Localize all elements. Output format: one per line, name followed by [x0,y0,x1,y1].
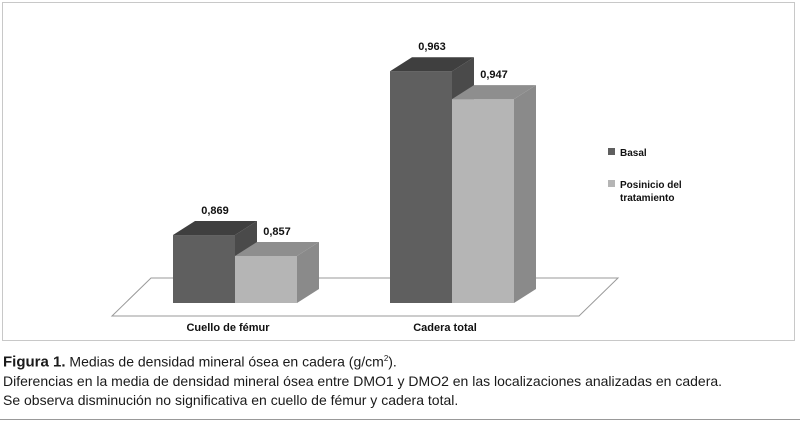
bar-top-basal-0 [173,221,257,236]
legend-label-posinicio-line1: Posinicio del [620,180,682,191]
caption-title-line: Figura 1. Medias de densidad mineral óse… [3,349,798,372]
caption-title-superscript: 2 [383,354,389,363]
category-label-0: Cuello de fémur [186,322,270,334]
data-label-posinicio-0: 0,857 [263,226,291,238]
bar-top-posinicio-0 [235,241,319,256]
category-labels: Cuello de fémur Cadera total [186,322,476,334]
bar-side-posinicio-0 [297,241,319,303]
data-labels: 0,869 0,857 0,963 0,947 [201,41,508,238]
bar-side-posinicio-1 [514,85,536,303]
data-label-basal-1: 0,963 [418,41,446,53]
bar-top-basal-1 [390,57,474,72]
bar-basal-1 [390,71,452,303]
chart: 0,869 0,857 0,963 0,947 Cuello de fémur Cade… [110,41,682,334]
data-label-posinicio-1: 0,947 [480,69,508,81]
caption-line-2: Diferencias en la media de densidad mine… [3,372,723,389]
figure-caption: Figura 1. Medias de densidad mineral óse… [3,349,798,410]
bar-posinicio-0 [235,255,297,303]
legend-label-posinicio-line2: tratamiento [620,193,674,204]
legend-swatch-basal [608,148,615,155]
bars [173,57,536,304]
caption-divider [0,419,800,420]
bar-top-posinicio-1 [452,85,536,100]
category-label-1: Cadera total [413,322,477,334]
legend-label-basal: Basal [620,148,647,159]
data-label-basal-0: 0,869 [201,205,229,217]
caption-title: Medias de densidad mineral ósea en cader… [69,353,384,370]
caption-line-3: Se observa disminución no significativa … [3,391,459,408]
legend: Basal Posinicio del tratamiento [608,148,682,204]
bar-posinicio-1 [452,99,514,303]
bar-basal-0 [173,235,235,303]
caption-label: Figura 1. [3,353,66,371]
caption-title-end: ). [388,353,397,370]
legend-swatch-posinicio [608,180,615,187]
